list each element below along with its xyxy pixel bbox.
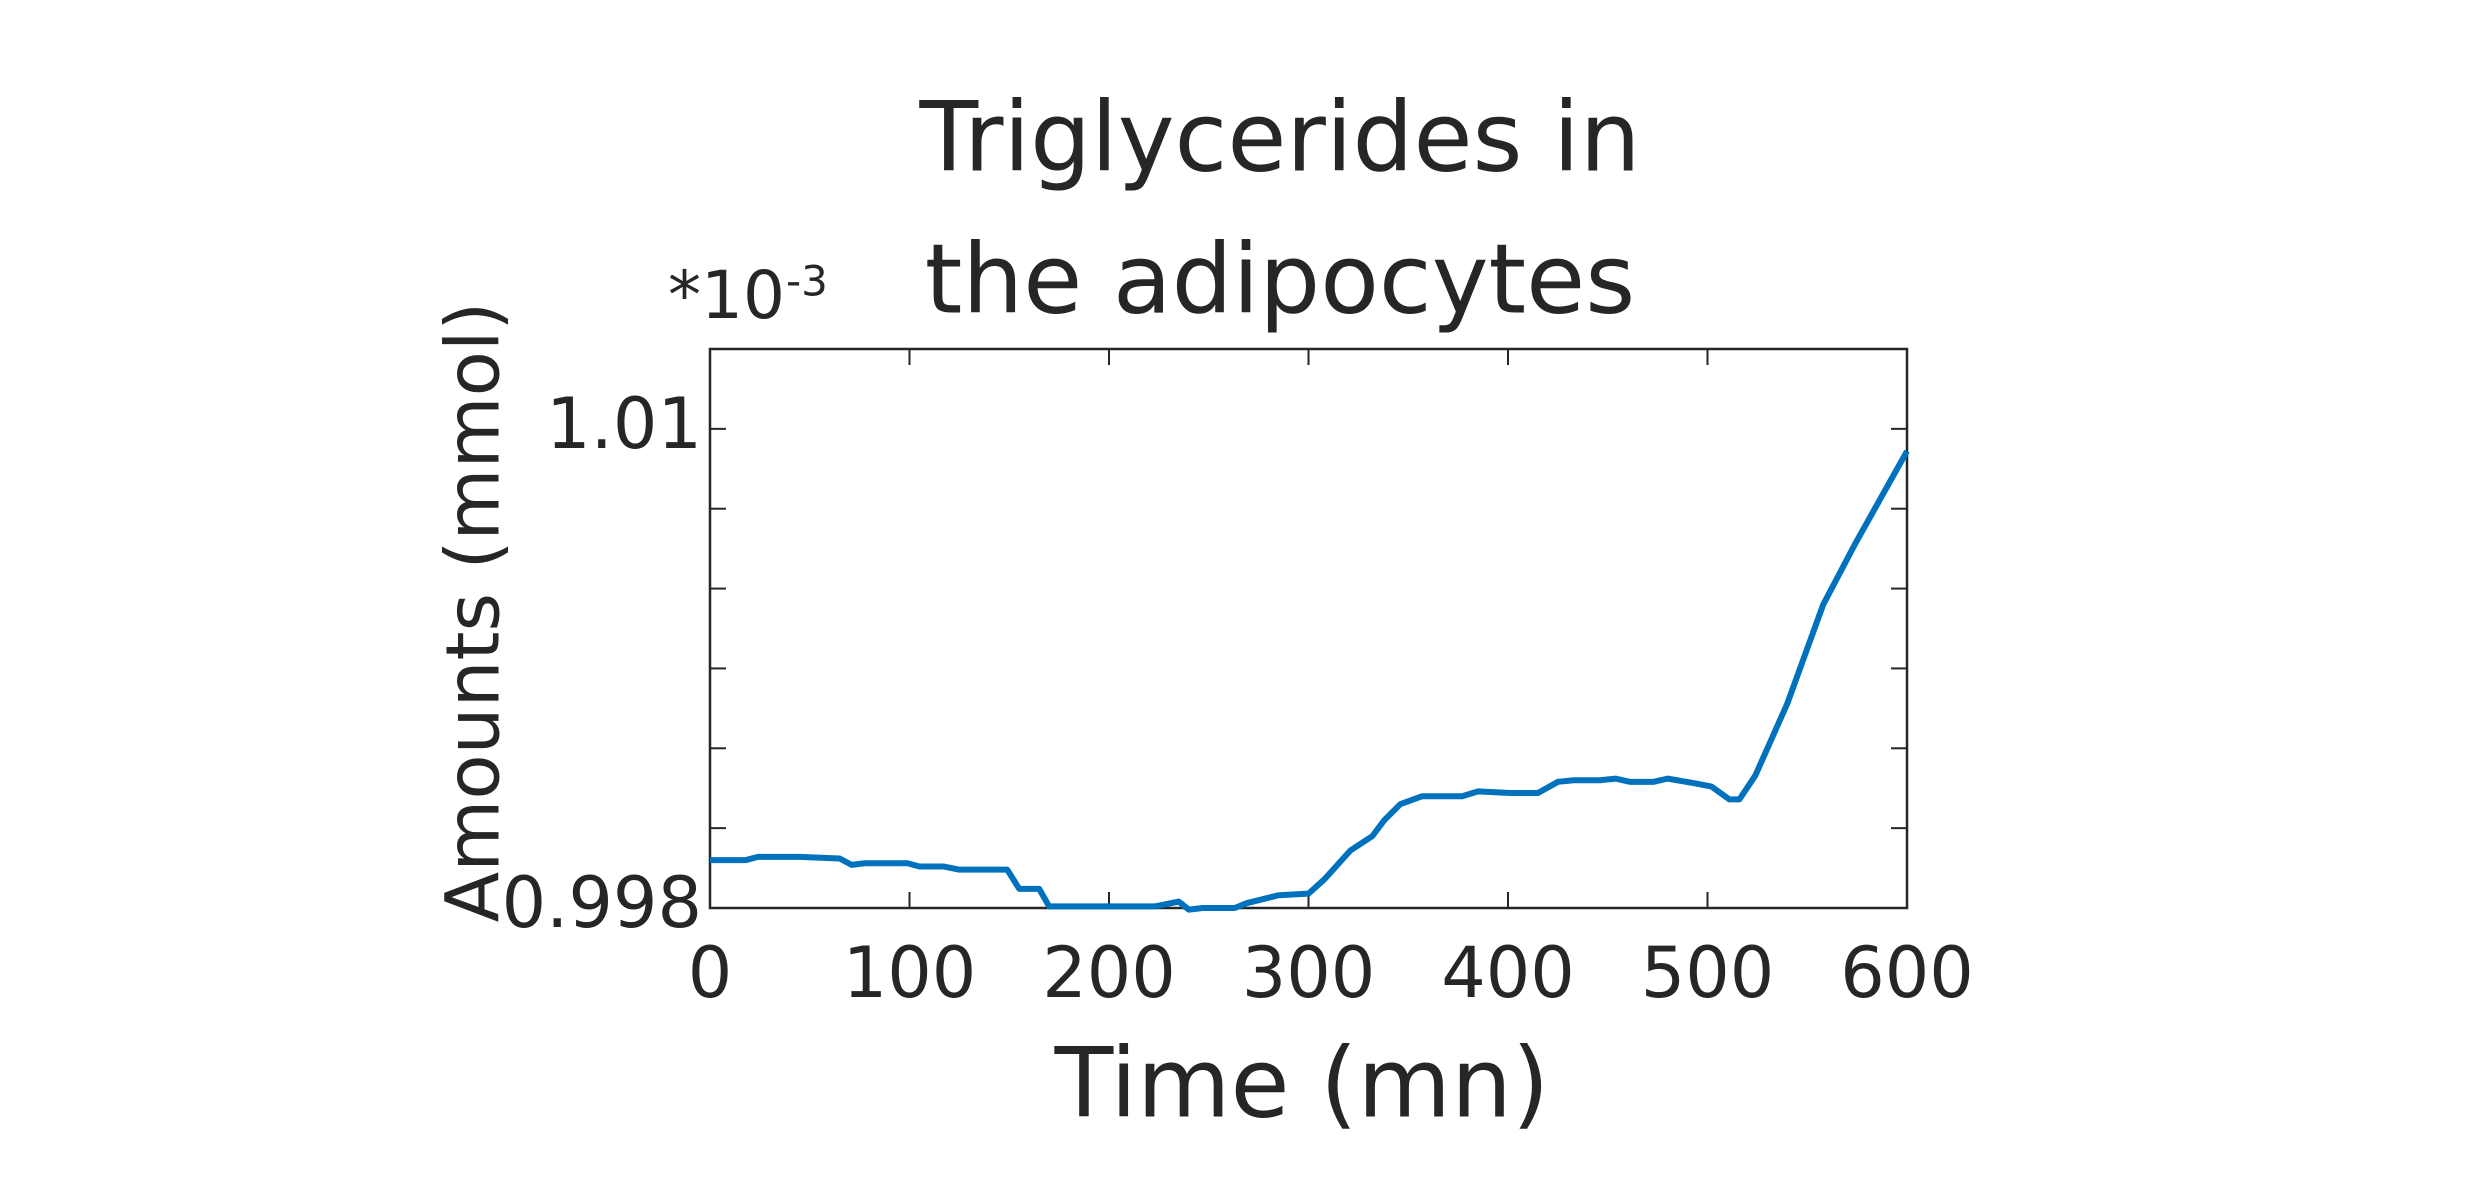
plot-area — [708, 347, 1909, 910]
x-tick-label: 600 — [1840, 932, 1974, 1014]
x-tick-label: 300 — [1242, 932, 1376, 1014]
x-tick-label: 500 — [1641, 932, 1775, 1014]
x-axis-label: Time (mn) — [1054, 1027, 1550, 1139]
y-axis-label: Amounts (mmol) — [431, 302, 517, 923]
y-exponent-base: *10 — [668, 257, 785, 334]
y-tick-label: 0.998 — [502, 862, 702, 944]
x-tick-label: 100 — [843, 932, 977, 1014]
chart-title: the adipocytes — [925, 223, 1635, 335]
x-tick-label: 400 — [1441, 932, 1575, 1014]
x-tick-label: 200 — [1042, 932, 1176, 1014]
data-line — [710, 449, 1910, 913]
chart-title: Triglycerides in — [918, 81, 1640, 193]
x-tick-label: 0 — [688, 932, 733, 1014]
y-tick-label: 1.01 — [546, 383, 702, 465]
y-exponent-power: -3 — [786, 257, 828, 306]
